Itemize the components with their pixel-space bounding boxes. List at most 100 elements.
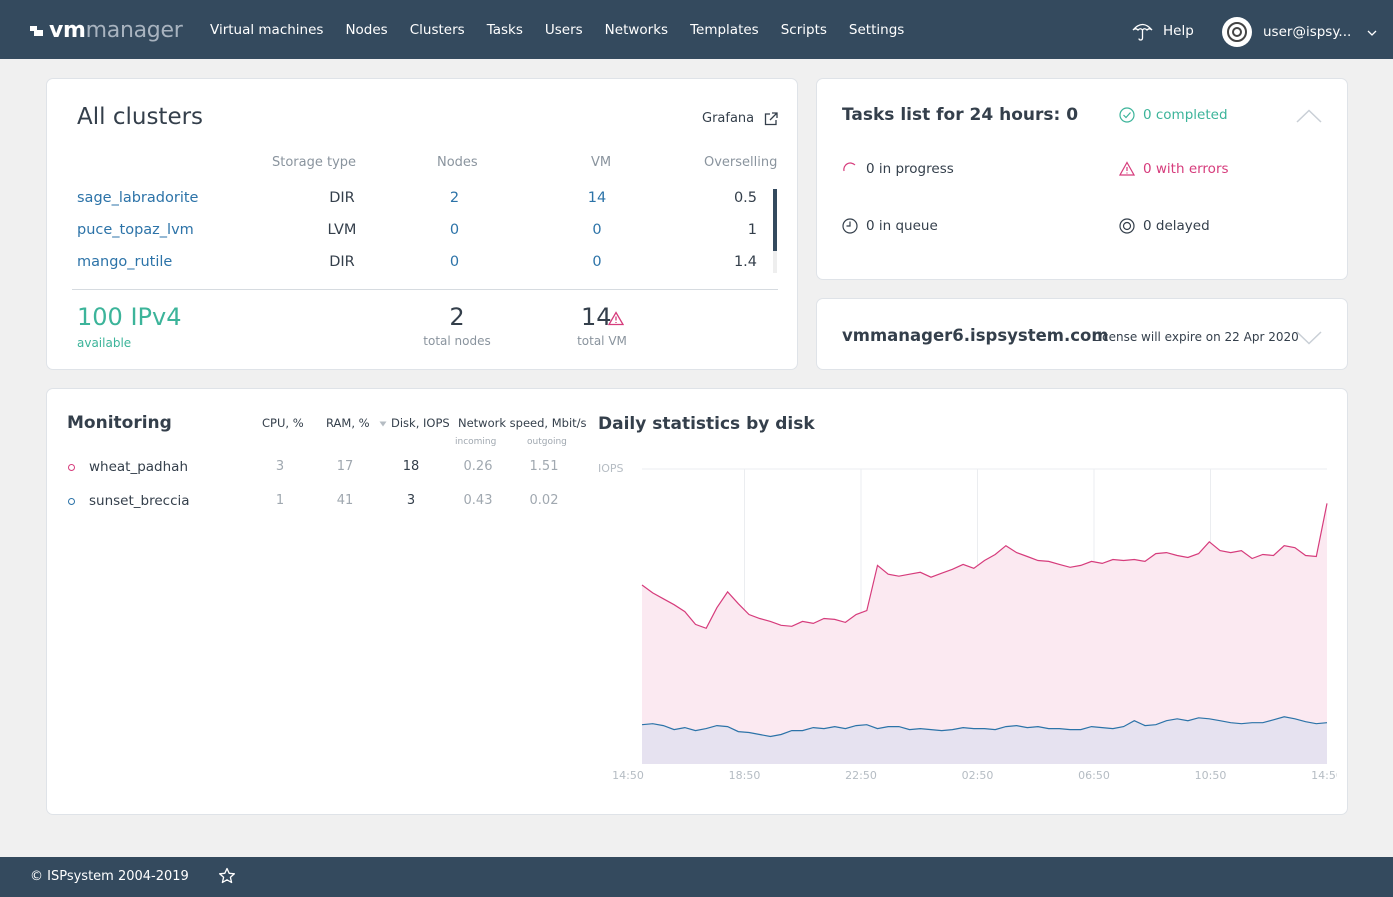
y-axis-label: IOPS [598, 462, 624, 475]
star-icon[interactable] [218, 867, 236, 885]
series-line [641, 716, 1328, 738]
grafana-link[interactable]: Grafana [702, 111, 778, 126]
grafana-label: Grafana [702, 111, 755, 126]
cluster-name-link[interactable]: sage_labradorite [77, 190, 199, 206]
ram-value: 41 [336, 493, 354, 508]
col-overselling: Overselling [704, 155, 778, 170]
col-ram-label: RAM, % [326, 416, 370, 430]
col-outgoing[interactable]: outgoing [527, 437, 567, 447]
pause-circle-icon [1119, 218, 1135, 234]
cluster-name-link[interactable]: puce_topaz_lvm [77, 222, 194, 238]
col-disk[interactable]: Disk, IOPS [391, 416, 450, 430]
user-name: user@ispsy... [1263, 24, 1352, 40]
license-expiry: License will expire on 22 Apr 2020 [1092, 330, 1299, 344]
clock-icon [842, 218, 858, 234]
avatar [1222, 17, 1252, 47]
col-incoming[interactable]: incoming [455, 437, 497, 447]
chevron-down-icon[interactable] [1296, 331, 1322, 345]
x-tick-label: 18:50 [729, 769, 761, 782]
progress-spinner-icon [843, 162, 856, 172]
divider [72, 289, 778, 290]
x-tick-label: 10:50 [1195, 769, 1227, 782]
total-nodes-label: total nodes [423, 334, 491, 348]
nodes-count-link[interactable]: 0 [449, 254, 460, 270]
tasks-delayed[interactable]: 0 delayed [1119, 218, 1210, 234]
app-logo[interactable]: vmmanager [30, 18, 183, 43]
nav-templates[interactable]: Templates [690, 21, 759, 38]
disk-iops-chart: IOPS 14:50 18:50 22:50 02:50 06:50 10:50 14:50 [598, 462, 1337, 782]
cpu-value: 1 [275, 493, 285, 508]
nav-users[interactable]: Users [544, 21, 583, 38]
vm-count-link[interactable]: 0 [592, 222, 602, 238]
clusters-scrollbar[interactable] [773, 189, 777, 273]
tasks-delayed-label: 0 delayed [1143, 218, 1210, 234]
chevron-down-icon [1367, 30, 1377, 36]
monitoring-title: Monitoring [67, 413, 172, 433]
x-tick-label: 14:50 [612, 769, 644, 782]
vm-count-link[interactable]: 14 [587, 190, 607, 206]
help-button[interactable]: Help [1132, 21, 1194, 41]
nav-tasks[interactable]: Tasks [486, 21, 523, 38]
series-dot [68, 498, 75, 505]
tasks-with-errors[interactable]: 0 with errors [1119, 161, 1229, 177]
nav-clusters[interactable]: Clusters [409, 21, 465, 38]
incoming-value: 0.43 [463, 493, 493, 508]
cpu-value: 3 [275, 459, 285, 474]
nav-nodes[interactable]: Nodes [345, 21, 388, 38]
total-vm-label: total VM [577, 334, 627, 348]
overselling-value: 1.4 [733, 254, 757, 270]
license-card: vmmanager6.ispsystem.com License will ex… [816, 298, 1348, 370]
cluster-row: sage_labradorite DIR 2 14 0.5 [47, 190, 799, 222]
ipv4-available-label: available [77, 336, 132, 350]
disk-value: 18 [402, 459, 420, 474]
total-vm-value: 14 [581, 303, 621, 331]
col-storage-type: Storage type [272, 155, 357, 170]
tasks-completed-label: 0 completed [1143, 107, 1228, 123]
tasks-in-queue[interactable]: 0 in queue [842, 218, 938, 234]
help-label: Help [1163, 23, 1194, 39]
series-dot [68, 464, 75, 471]
tasks-with-errors-label: 0 with errors [1143, 161, 1229, 177]
x-tick-label: 14:50 [1311, 769, 1337, 782]
outgoing-value: 1.51 [529, 459, 559, 474]
x-axis-ticks: 14:50 18:50 22:50 02:50 06:50 10:50 14:50 [612, 769, 1337, 782]
nodes-count-link[interactable]: 2 [449, 190, 460, 206]
nav-settings[interactable]: Settings [848, 21, 905, 38]
x-tick-label: 02:50 [962, 769, 994, 782]
nav-virtual-machines[interactable]: Virtual machines [210, 21, 324, 38]
series-area [642, 503, 1327, 764]
col-vm: VM [591, 155, 612, 170]
ram-value: 17 [336, 459, 354, 474]
nav-networks[interactable]: Networks [604, 21, 669, 38]
overselling-value: 1 [747, 222, 757, 238]
series-line [641, 503, 1328, 630]
warning-icon [608, 311, 624, 326]
col-nodes: Nodes [437, 155, 478, 170]
warning-icon [1119, 161, 1135, 176]
nav-scripts[interactable]: Scripts [780, 21, 827, 38]
top-bar: vmmanager Virtual machines Nodes Cluster… [0, 0, 1393, 59]
nodes-count-link[interactable]: 0 [449, 222, 460, 238]
scrollbar-thumb[interactable] [773, 189, 777, 251]
cluster-name-link[interactable]: mango_rutile [77, 254, 173, 270]
col-cpu[interactable]: CPU, % [262, 416, 304, 430]
monitoring-card: Monitoring CPU, % RAM, % Disk, IOPS Netw… [46, 388, 1348, 815]
storage-type: LVM [327, 222, 357, 238]
umbrella-icon [1132, 23, 1153, 41]
storage-type: DIR [329, 190, 355, 206]
vm-name: sunset_breccia [89, 493, 190, 509]
tasks-title: Tasks list for 24 hours: 0 [842, 105, 1079, 125]
col-ram[interactable]: RAM, % [326, 416, 387, 430]
x-tick-label: 06:50 [1078, 769, 1110, 782]
license-hostname: vmmanager6.ispsystem.com [842, 326, 1109, 345]
tasks-completed[interactable]: 0 completed [1119, 107, 1228, 123]
user-menu[interactable]: user@ispsy... [1222, 17, 1377, 47]
vm-count-link[interactable]: 0 [592, 254, 602, 270]
chevron-up-icon[interactable] [1296, 109, 1322, 123]
x-tick-label: 22:50 [845, 769, 877, 782]
total-nodes-value: 2 [449, 303, 465, 331]
footer: © ISPsystem 2004-2019 [0, 857, 1393, 897]
logo-icon [30, 25, 46, 37]
tasks-in-progress[interactable]: 0 in progress [842, 161, 954, 177]
main-nav: Virtual machines Nodes Clusters Tasks Us… [199, 0, 915, 59]
